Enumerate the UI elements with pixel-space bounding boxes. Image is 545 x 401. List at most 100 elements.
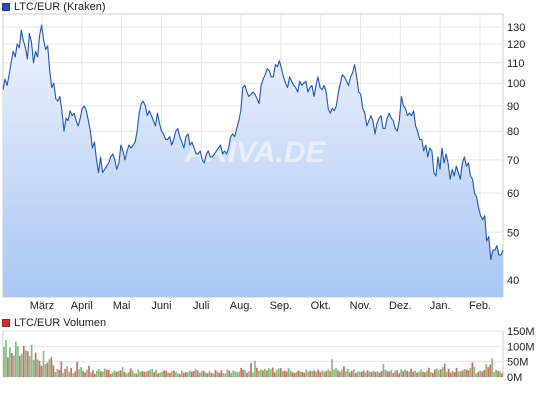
volume-bar: [422, 371, 424, 377]
volume-bar: [153, 372, 156, 377]
volume-bar: [295, 371, 298, 377]
watermark: ARIVA.DE: [183, 136, 326, 169]
volume-bar: [441, 367, 444, 377]
volume-bar: [149, 369, 152, 377]
volume-bar: [356, 371, 359, 377]
volume-bar: [305, 369, 308, 377]
volume-bar: [398, 373, 401, 377]
volume-bar: [461, 370, 464, 377]
volume-bar: [165, 370, 167, 377]
volume-bar: [232, 370, 235, 377]
volume-bar: [400, 369, 403, 377]
volume-bar: [311, 371, 314, 377]
volume-bar: [451, 370, 454, 377]
volume-bar: [317, 369, 320, 377]
volume-bar: [497, 370, 499, 377]
volume-bar: [449, 372, 452, 377]
volume-bar: [325, 371, 327, 377]
volume-bar: [125, 373, 128, 377]
volume-bar: [428, 367, 430, 377]
volume-bar: [354, 373, 357, 377]
volume-bar: [50, 357, 53, 377]
volume-bar: [62, 372, 65, 377]
volume-bar: [76, 361, 78, 377]
volume-bar: [269, 369, 272, 377]
volume-bar: [169, 373, 171, 377]
volume-bar: [437, 370, 440, 377]
volume-bar: [266, 370, 268, 377]
volume-bar: [376, 371, 379, 377]
volume-bar: [214, 369, 217, 377]
volume-bar: [491, 358, 493, 377]
volume-bar: [303, 372, 306, 377]
volume-bar: [382, 364, 385, 377]
volume-bar: [161, 371, 163, 377]
volume-bar: [260, 369, 262, 377]
volume-bar: [323, 371, 325, 377]
volume-bar: [70, 367, 73, 377]
volume-bar: [32, 359, 35, 377]
volume-bar: [78, 369, 80, 377]
volume-bar: [107, 369, 110, 377]
volume-bar: [208, 370, 211, 377]
volume-bar: [418, 371, 420, 377]
volume-bar: [473, 366, 476, 377]
volume-bar: [198, 372, 201, 377]
volume-bar: [358, 371, 361, 377]
volume-y-tick-label: 0M: [507, 372, 522, 384]
month-tick-label: Okt.: [311, 300, 331, 312]
volume-bar: [254, 360, 256, 377]
volume-bar: [173, 370, 175, 377]
volume-bar: [495, 369, 497, 377]
volume-bar: [159, 372, 161, 377]
volume-bar: [22, 346, 25, 377]
volume-bar: [66, 366, 69, 377]
volume-bar: [157, 373, 159, 377]
volume-bar: [216, 371, 219, 377]
volume-bar: [343, 366, 345, 377]
volume-legend: LTC/EUR Volumen: [2, 317, 106, 329]
volume-bar: [378, 372, 381, 377]
volume-bar: [82, 370, 84, 377]
volume-bar: [141, 370, 144, 377]
volume-bar: [471, 362, 474, 377]
volume-bar: [16, 346, 19, 377]
volume-bar: [101, 371, 104, 377]
volume-bar: [167, 372, 169, 377]
volume-bar: [499, 371, 501, 377]
volume-bar: [426, 370, 428, 377]
volume-panel: 150M 100M 50M 0M: [2, 326, 535, 384]
volume-bar: [30, 344, 33, 377]
price-y-tick-label: 120: [507, 39, 525, 51]
volume-bar: [402, 371, 405, 377]
volume-bar: [463, 369, 466, 377]
volume-bar: [117, 370, 120, 377]
volume-bar: [133, 373, 136, 377]
price-legend-label: LTC/EUR (Kraken): [14, 1, 106, 13]
volume-bar: [84, 372, 86, 377]
volume-bar: [123, 371, 126, 377]
volume-bar: [109, 373, 112, 377]
volume-bar: [271, 367, 274, 377]
volume-bar: [7, 357, 9, 377]
volume-bar: [281, 371, 284, 377]
price-y-tick-label: 70: [507, 155, 519, 167]
volume-bar: [374, 371, 377, 377]
month-tick-label: April: [71, 300, 93, 312]
volume-bar: [20, 353, 23, 377]
volume-bar: [182, 372, 185, 377]
volume-bar: [475, 373, 478, 377]
volume-bar: [264, 368, 266, 377]
price-y-tick-label: 50: [507, 227, 519, 239]
volume-plot-frame: [2, 330, 504, 378]
volume-bar: [86, 369, 88, 377]
month-tick-label: Nov.: [350, 300, 372, 312]
volume-bar: [412, 371, 414, 377]
volume-bar: [111, 372, 114, 377]
volume-bar: [186, 372, 189, 377]
volume-bar: [465, 369, 468, 377]
volume-bar: [52, 365, 55, 377]
volume-bar: [329, 370, 331, 377]
volume-bar: [301, 372, 304, 377]
